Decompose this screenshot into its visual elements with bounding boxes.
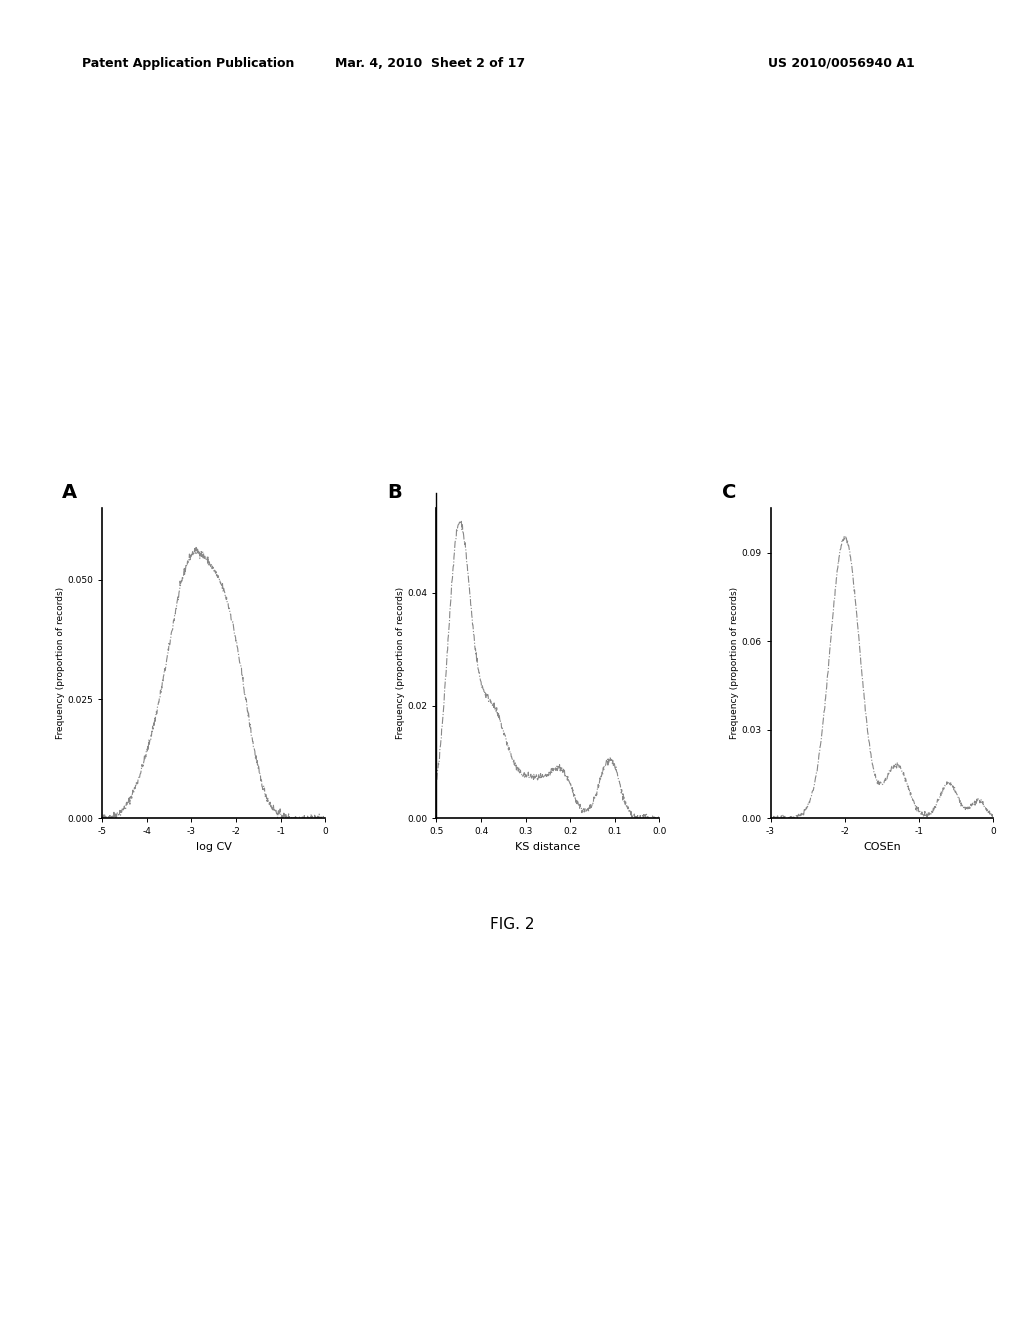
Text: Patent Application Publication: Patent Application Publication [82, 57, 294, 70]
Text: A: A [62, 483, 78, 503]
X-axis label: COSEn: COSEn [863, 842, 901, 851]
X-axis label: log CV: log CV [196, 842, 231, 851]
Text: C: C [722, 483, 736, 503]
Text: B: B [387, 483, 402, 503]
Text: US 2010/0056940 A1: US 2010/0056940 A1 [768, 57, 914, 70]
Y-axis label: Frequency (proportion of records): Frequency (proportion of records) [730, 587, 738, 739]
Y-axis label: Frequency (proportion of records): Frequency (proportion of records) [395, 587, 404, 739]
Text: Mar. 4, 2010  Sheet 2 of 17: Mar. 4, 2010 Sheet 2 of 17 [335, 57, 525, 70]
Y-axis label: Frequency (proportion of records): Frequency (proportion of records) [55, 587, 65, 739]
X-axis label: KS distance: KS distance [515, 842, 581, 851]
Text: FIG. 2: FIG. 2 [489, 917, 535, 932]
